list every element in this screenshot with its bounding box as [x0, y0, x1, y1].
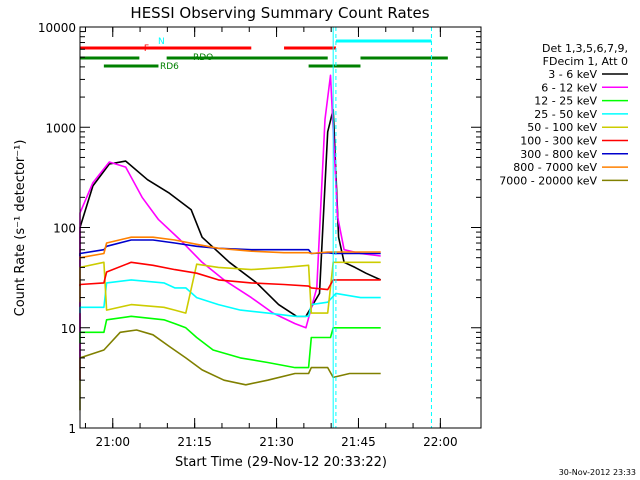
x-tick-label: 21:00 — [95, 435, 130, 449]
x-tick-label: 21:15 — [177, 435, 212, 449]
legend-header-line: Det 1,3,5,6,7,9, — [542, 42, 628, 55]
date-stamp: 30-Nov-2012 23:33 — [559, 468, 636, 477]
x-tick-label: 22:00 — [423, 435, 458, 449]
series-line-3 — [79, 315, 381, 369]
legend-header-line: FDecim 1, Att 0 — [543, 55, 628, 68]
legend-label: 3 - 6 keV — [548, 68, 597, 81]
x-tick-label: 21:45 — [341, 435, 376, 449]
x-axis-label: Start Time (29-Nov-12 20:33:22) — [175, 455, 387, 470]
y-tick-label: 10000 — [38, 21, 76, 35]
status-bars: NF RDO RD6 — [80, 37, 448, 72]
axes: 21:00 21:15 21:30 21:45 22:00 1 10 100 1000 10000 — [38, 21, 481, 449]
legend-label: 300 - 800 keV — [520, 148, 597, 161]
y-tick-label: 1 — [68, 422, 76, 436]
legend-label: 25 - 50 keV — [534, 108, 597, 121]
status-label-rdo: RDO — [193, 53, 213, 63]
legend-label: 100 - 300 keV — [520, 135, 597, 148]
legend-label: 7000 - 20000 keV — [499, 174, 597, 187]
legend-label: 12 - 25 keV — [534, 95, 597, 108]
series-line-5 — [79, 261, 381, 314]
series-line-8 — [79, 236, 381, 260]
y-tick-label: 1000 — [45, 121, 76, 135]
legend: Det 1,3,5,6,7,9,FDecim 1, Att 03 - 6 keV… — [499, 42, 628, 187]
legend-label: 800 - 7000 keV — [513, 161, 597, 174]
status-label-f: F — [144, 44, 149, 54]
legend-label: 50 - 100 keV — [527, 121, 597, 134]
legend-label: 6 - 12 keV — [541, 81, 597, 94]
chart-title: HESSI Observing Summary Count Rates — [130, 4, 429, 22]
status-label-rd6: RD6 — [160, 62, 179, 72]
y-axis-label: Count Rate (s⁻¹ detector⁻¹) — [13, 140, 28, 317]
series-line-2 — [79, 74, 381, 381]
status-label-n: N — [158, 37, 165, 47]
y-tick-label: 100 — [53, 222, 76, 236]
series-line-6 — [79, 261, 381, 291]
series-line-4 — [79, 279, 381, 318]
x-tick-label: 21:30 — [259, 435, 294, 449]
y-tick-label: 10 — [61, 322, 76, 336]
